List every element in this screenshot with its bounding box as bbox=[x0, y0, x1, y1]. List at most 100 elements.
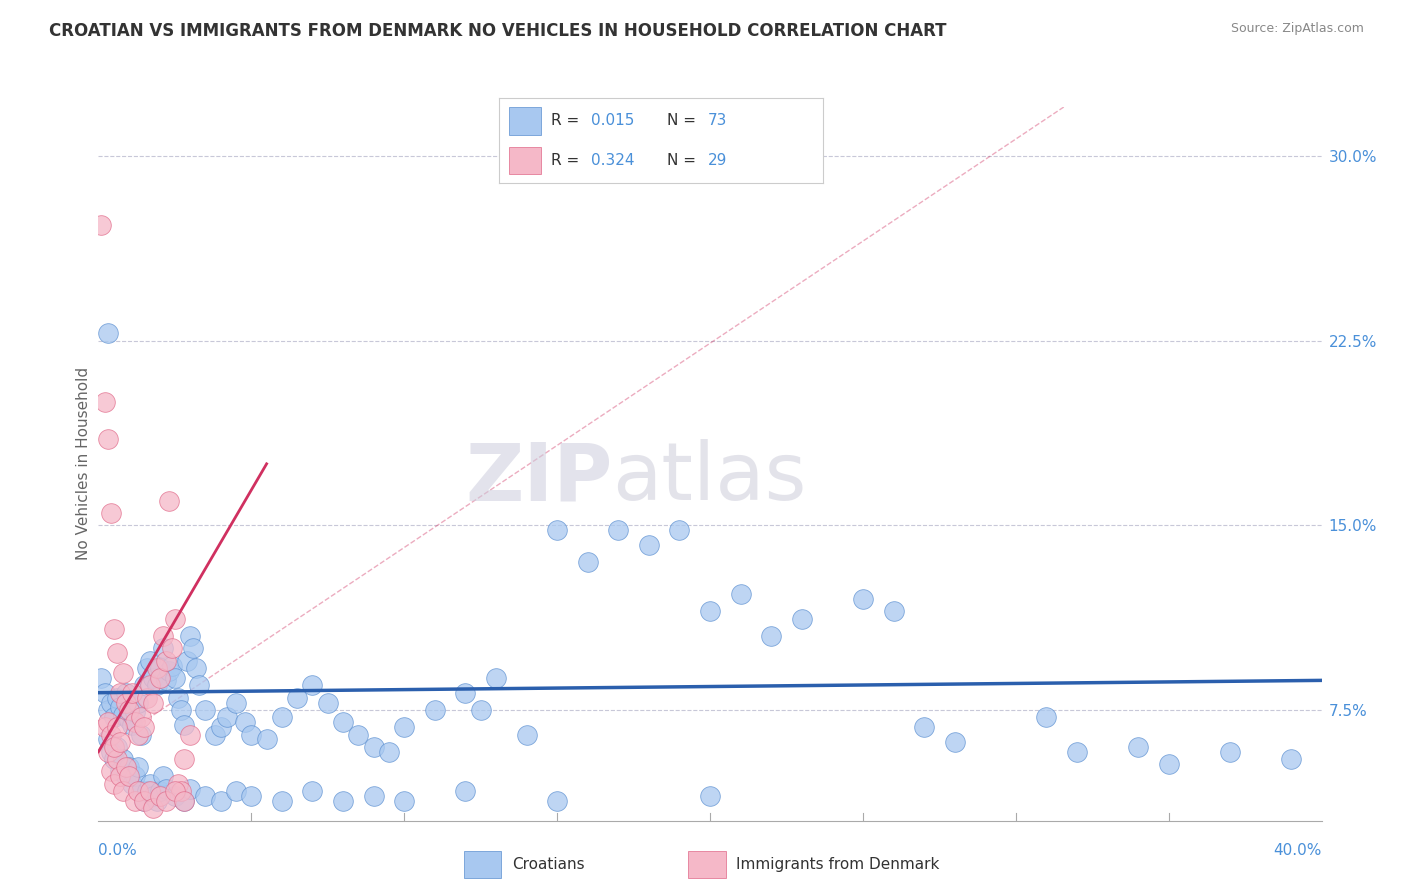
Point bbox=[115, 686, 138, 700]
Point bbox=[173, 794, 195, 808]
Point bbox=[179, 629, 201, 643]
Point bbox=[160, 641, 183, 656]
Point bbox=[316, 696, 339, 710]
Point bbox=[160, 658, 183, 673]
Point bbox=[1035, 710, 1057, 724]
Text: 0.0%: 0.0% bbox=[98, 843, 138, 858]
Point bbox=[1219, 745, 1241, 759]
Point bbox=[392, 720, 416, 734]
Point bbox=[90, 671, 112, 685]
Point bbox=[209, 794, 232, 808]
Point bbox=[256, 732, 278, 747]
Text: N =: N = bbox=[668, 113, 702, 128]
Point bbox=[90, 218, 112, 232]
Point bbox=[173, 717, 195, 731]
Point bbox=[157, 664, 180, 678]
Point bbox=[145, 794, 167, 808]
Point bbox=[332, 794, 354, 808]
Point bbox=[118, 703, 141, 717]
Text: 40.0%: 40.0% bbox=[1274, 843, 1322, 858]
Point bbox=[142, 696, 165, 710]
Text: 0.324: 0.324 bbox=[592, 153, 634, 169]
Point bbox=[943, 735, 966, 749]
Point bbox=[176, 654, 198, 668]
Point bbox=[152, 769, 174, 783]
Point bbox=[97, 732, 120, 747]
Point bbox=[163, 612, 186, 626]
Point bbox=[301, 784, 323, 798]
Point bbox=[285, 690, 308, 705]
Point bbox=[225, 784, 247, 798]
Point bbox=[1157, 757, 1180, 772]
Point bbox=[546, 794, 568, 808]
Text: CROATIAN VS IMMIGRANTS FROM DENMARK NO VEHICLES IN HOUSEHOLD CORRELATION CHART: CROATIAN VS IMMIGRANTS FROM DENMARK NO V… bbox=[49, 22, 946, 40]
Point bbox=[363, 739, 385, 754]
Bar bbox=[509, 147, 541, 175]
Point bbox=[124, 769, 146, 783]
Point bbox=[149, 789, 172, 803]
Point bbox=[142, 671, 165, 685]
Point bbox=[155, 781, 177, 796]
Point bbox=[124, 715, 146, 730]
Point bbox=[115, 769, 138, 783]
Text: Immigrants from Denmark: Immigrants from Denmark bbox=[737, 857, 939, 871]
Point bbox=[105, 739, 128, 754]
Point bbox=[118, 759, 141, 773]
Point bbox=[470, 703, 492, 717]
Point bbox=[136, 661, 159, 675]
Point bbox=[100, 764, 122, 779]
Point bbox=[173, 752, 195, 766]
Text: ZIP: ZIP bbox=[465, 439, 612, 517]
Point bbox=[347, 727, 370, 741]
Point bbox=[179, 727, 201, 741]
Point bbox=[157, 493, 180, 508]
Point bbox=[105, 720, 128, 734]
Point bbox=[121, 686, 143, 700]
Point bbox=[454, 686, 477, 700]
Point bbox=[912, 720, 935, 734]
Point bbox=[167, 777, 190, 791]
Point bbox=[179, 781, 201, 796]
Point bbox=[136, 784, 159, 798]
Point bbox=[454, 784, 477, 798]
Point bbox=[155, 794, 177, 808]
Point bbox=[332, 715, 354, 730]
Point bbox=[1128, 739, 1150, 754]
Point bbox=[155, 673, 177, 688]
Point bbox=[516, 727, 538, 741]
Point bbox=[108, 735, 131, 749]
Point bbox=[301, 678, 323, 692]
Point bbox=[127, 727, 149, 741]
Point bbox=[790, 612, 813, 626]
Point bbox=[111, 707, 134, 722]
Point bbox=[270, 794, 292, 808]
Point bbox=[163, 789, 186, 803]
Point bbox=[188, 678, 211, 692]
Point bbox=[668, 523, 690, 537]
Point bbox=[204, 727, 226, 741]
Text: 29: 29 bbox=[707, 153, 727, 169]
Point bbox=[111, 665, 134, 680]
Point bbox=[145, 661, 167, 675]
Point bbox=[103, 777, 125, 791]
Text: Source: ZipAtlas.com: Source: ZipAtlas.com bbox=[1230, 22, 1364, 36]
Point bbox=[108, 764, 131, 779]
Point bbox=[142, 789, 165, 803]
Point bbox=[129, 710, 152, 724]
Point bbox=[129, 784, 152, 798]
Point bbox=[1066, 745, 1088, 759]
Point bbox=[115, 696, 138, 710]
Point bbox=[108, 700, 131, 714]
Point bbox=[152, 629, 174, 643]
Point bbox=[134, 794, 156, 808]
Point bbox=[105, 752, 128, 766]
Point bbox=[103, 710, 125, 724]
Point bbox=[97, 432, 120, 446]
Point bbox=[546, 523, 568, 537]
Point bbox=[170, 703, 193, 717]
Point bbox=[637, 538, 661, 552]
Point bbox=[152, 641, 174, 656]
Point bbox=[149, 671, 172, 685]
Point bbox=[93, 686, 115, 700]
Bar bbox=[464, 851, 502, 878]
